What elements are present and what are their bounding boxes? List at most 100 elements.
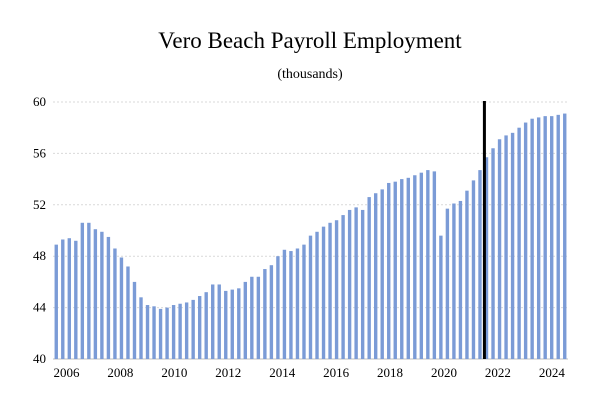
y-tick-label: 40 [33,351,46,366]
bar [224,290,228,359]
bar [197,296,202,359]
bar [217,284,221,359]
bar [419,172,424,359]
bar [315,231,319,359]
bar [517,127,521,359]
x-tick-label: 2016 [323,365,350,380]
bar [536,117,541,359]
x-tick-label: 2024 [539,365,566,380]
bar [478,170,482,359]
bar [184,302,189,359]
bar [458,200,463,359]
x-tick-label: 2014 [269,365,296,380]
bar [491,148,495,359]
bar [497,139,502,359]
y-tick-label: 52 [33,197,46,212]
bar [243,281,248,359]
bar [393,181,397,359]
bar [276,256,280,359]
x-tick-label: 2008 [107,365,133,380]
bar [145,305,150,359]
bar [387,182,391,359]
bar [67,238,71,359]
bar [341,215,345,359]
bar [263,269,267,359]
y-tick-label: 48 [33,248,46,263]
bar [165,307,169,359]
bar [113,248,117,359]
bar [445,208,450,359]
bar [237,288,241,359]
bar [295,248,300,359]
bar [465,190,469,359]
bar [354,207,358,359]
bar [178,303,182,359]
y-axis-ticks: 40 44 48 52 56 60 [33,94,47,366]
bar [139,297,143,359]
bar [211,284,215,359]
bar [328,222,332,359]
chart-title: Vero Beach Payroll Employment [158,28,462,53]
bar [302,244,306,359]
bar [87,222,91,359]
bar [510,132,515,359]
bar [191,299,195,359]
bar [132,281,137,359]
x-tick-label: 2018 [377,365,403,380]
bar [530,118,534,359]
bar [471,180,476,359]
bar [373,193,378,359]
bar [106,236,111,359]
bar [321,226,326,359]
bar [367,197,371,359]
bar [439,235,443,359]
y-tick-label: 60 [33,94,46,109]
bar [250,276,254,359]
x-tick-label: 2022 [485,365,511,380]
x-tick-label: 2006 [53,365,80,380]
bar [452,203,456,359]
y-tick-label: 56 [33,145,47,160]
x-tick-label: 2012 [215,365,241,380]
bar [269,265,274,359]
bar [80,222,85,359]
bar [256,276,261,359]
bar [230,289,234,359]
bar [432,171,437,359]
x-axis-ticks: 2006 2008 2010 2012 2014 2016 2018 2020 2022 2024 [53,365,565,380]
bar [126,266,130,359]
bar [360,209,365,359]
bar [563,113,567,359]
bar [171,305,176,359]
bar [543,116,547,359]
x-tick-label: 2020 [431,365,457,380]
bar [523,122,528,359]
bar [484,157,489,359]
bar [158,308,163,359]
bar [119,257,124,359]
bar [74,240,78,359]
bar [61,239,65,359]
bar [426,170,430,359]
bar [289,251,293,359]
bar [93,229,98,359]
bar [413,175,417,359]
bar [100,231,104,359]
y-tick-label: 44 [33,300,47,315]
bar [204,292,208,359]
bar [152,306,156,359]
bar [406,177,410,359]
bar [347,209,352,359]
bar [550,116,554,359]
bar [504,135,508,359]
bars [54,113,567,359]
bar [334,220,339,359]
bar [308,235,313,359]
bar [380,189,384,359]
bar [556,114,560,359]
x-tick-label: 2010 [161,365,187,380]
chart-subtitle: (thousands) [277,67,343,82]
bar [282,249,287,359]
bar [54,244,58,359]
